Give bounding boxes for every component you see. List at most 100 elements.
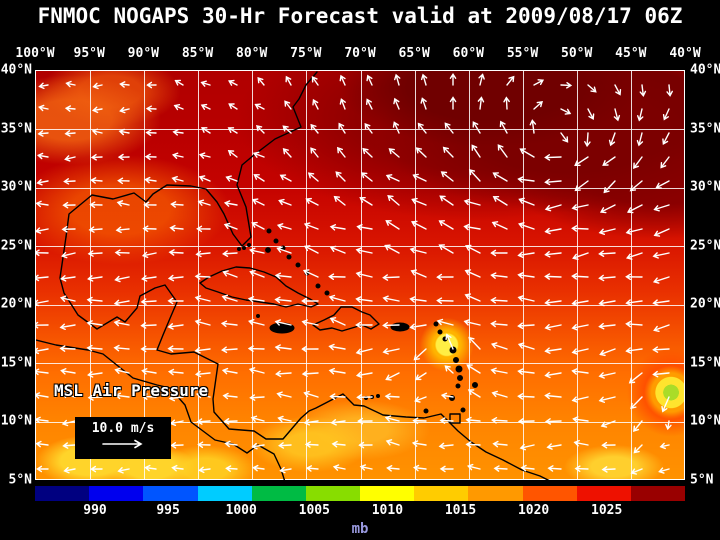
wind-arrow xyxy=(285,75,292,86)
wind-arrow xyxy=(250,415,265,422)
lat-label-right: 10°N xyxy=(690,413,720,429)
wind-arrow xyxy=(355,371,373,379)
wind-arrow xyxy=(414,372,427,381)
wind-arrow xyxy=(385,439,400,446)
wind-arrow xyxy=(357,417,373,425)
wind-arrow xyxy=(386,465,400,472)
wind-arrow xyxy=(279,466,292,474)
island-cuba xyxy=(199,266,319,308)
wind-arrow xyxy=(247,345,265,352)
wind-arrow xyxy=(544,323,562,331)
wind-arrow xyxy=(333,195,346,206)
wind-arrow xyxy=(584,132,591,148)
wind-arrow xyxy=(598,299,616,307)
wind-arrow xyxy=(625,273,643,281)
wind-arrow xyxy=(144,464,157,472)
wind-arrow xyxy=(143,201,157,209)
wind-arrow xyxy=(571,225,589,232)
wind-arrow xyxy=(64,130,76,137)
wind-arrow xyxy=(490,272,508,279)
wind-arrow xyxy=(86,320,103,327)
wind-arrow xyxy=(90,177,103,184)
wind-arrow xyxy=(517,418,535,425)
wind-arrow xyxy=(477,96,485,110)
wind-arrow xyxy=(382,348,400,355)
wind-arrow xyxy=(560,108,572,115)
wind-arrow xyxy=(355,296,373,303)
wind-arrow xyxy=(194,273,211,280)
colorbar-cell xyxy=(305,486,361,501)
wind-arrow xyxy=(544,418,562,425)
wind-arrow xyxy=(225,465,238,472)
wind-arrow xyxy=(493,465,508,472)
wind-arrow xyxy=(36,368,49,376)
wind-arrow xyxy=(36,416,49,424)
grid-line-horizontal xyxy=(36,129,684,131)
wind-arrow xyxy=(652,346,670,353)
wind-arrow xyxy=(194,370,211,378)
wind-arrow xyxy=(228,79,238,86)
wind-arrow xyxy=(358,441,373,449)
wind-arrow xyxy=(411,197,427,206)
wind-arrow xyxy=(223,222,238,230)
wind-arrow xyxy=(572,416,589,423)
page-title: FNMOC NOGAPS 30-Hr Forecast valid at 200… xyxy=(37,4,683,28)
wind-arrow xyxy=(544,227,562,235)
wind-arrow xyxy=(90,153,103,161)
wind-arrow xyxy=(438,220,454,230)
wind-arrow xyxy=(355,348,373,356)
wind-arrow xyxy=(195,391,211,399)
wind-arrow xyxy=(197,441,211,449)
wind-arrow xyxy=(36,227,49,234)
wind-arrow xyxy=(438,442,454,450)
wind-arrow xyxy=(331,440,346,448)
wind-scale-arrow-icon xyxy=(102,439,143,449)
wind-arrow xyxy=(491,416,508,424)
wind-arrow xyxy=(544,371,562,379)
wind-arrow xyxy=(571,299,589,307)
wind-arrow xyxy=(413,464,427,472)
lon-label: 60°W xyxy=(452,46,484,61)
wind-arrow xyxy=(464,244,481,254)
wind-arrow xyxy=(560,81,573,89)
wind-arrow xyxy=(587,84,597,93)
wind-arrow xyxy=(310,147,319,158)
grid-line-horizontal xyxy=(36,187,684,189)
wind-arrow xyxy=(517,272,535,279)
wind-arrow xyxy=(145,129,157,137)
wind-arrow xyxy=(533,79,545,86)
grid-line-vertical xyxy=(468,71,470,479)
wind-arrow xyxy=(361,172,373,182)
wind-arrow xyxy=(252,151,265,158)
wind-arrow xyxy=(117,467,130,474)
wind-arrow xyxy=(168,394,184,402)
wind-arrow xyxy=(660,156,670,169)
colorbar-tick: 1005 xyxy=(298,503,330,518)
coastline-caribbean-mainland xyxy=(59,236,552,481)
wind-arrow xyxy=(652,252,670,259)
wind-arrow xyxy=(492,440,508,448)
wind-arrow xyxy=(444,365,454,374)
wind-arrow xyxy=(62,442,76,449)
lat-label-left: 15°N xyxy=(0,355,32,371)
wind-arrow xyxy=(436,297,454,304)
latitude-axis-left: 40°N 35°N 30°N 25°N 20°N 15°N 10°N 5°N xyxy=(0,0,35,540)
longitude-axis: 100°W 95°W 90°W 85°W 80°W 75°W 70°W 65°W 60°W 55°… xyxy=(0,46,720,62)
wind-arrow xyxy=(36,392,49,399)
wind-arrow xyxy=(304,441,319,448)
wind-arrow xyxy=(653,204,670,212)
wind-arrow xyxy=(571,348,589,355)
wind-arrow xyxy=(118,128,130,136)
wind-arrow xyxy=(113,344,130,352)
wind-arrow xyxy=(144,153,157,161)
wind-arrow xyxy=(444,122,454,134)
wind-arrow xyxy=(366,74,373,86)
colorbar-cell xyxy=(360,486,415,501)
wind-arrow xyxy=(36,152,49,160)
wind-arrow xyxy=(662,108,670,121)
grid-line-vertical xyxy=(89,71,91,479)
wind-arrow xyxy=(277,415,292,423)
wind-arrow xyxy=(490,296,508,304)
wind-arrow xyxy=(517,393,535,400)
wind-arrow xyxy=(613,108,621,122)
